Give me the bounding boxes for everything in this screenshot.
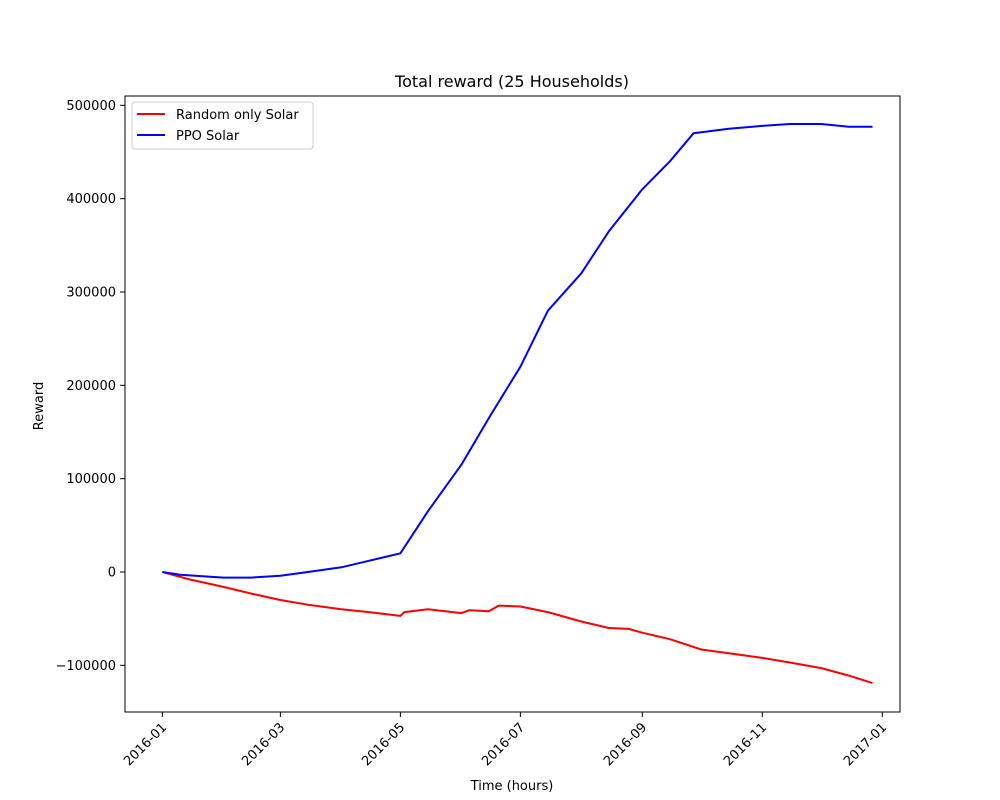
legend-label-random-only-solar: Random only Solar [176, 108, 299, 123]
chart-title: Total reward (25 Households) [394, 72, 629, 91]
legend-box [131, 101, 314, 150]
x-tick-label: 2016-01 [121, 720, 170, 769]
y-tick-label: 400000 [66, 192, 116, 207]
x-tick-label: 2016-09 [601, 720, 650, 769]
plot-frame [124, 95, 901, 713]
y-tick-label: −100000 [55, 659, 116, 674]
series-line-random-only-solar [162, 571, 873, 685]
y-axis: −100000 0 100000 200000 300000 400000 500000 [55, 99, 125, 674]
y-tick-label: 0 [108, 566, 116, 581]
x-tick-label: 2016-03 [239, 720, 288, 769]
x-tick-label: 2016-07 [479, 720, 528, 769]
x-axis-label: Time (hours) [470, 779, 554, 794]
x-axis: 2016-01 2016-03 2016-05 2016-07 2016-09 2016-… [121, 712, 890, 769]
x-tick-label: 2016-05 [359, 720, 408, 769]
x-tick-label: 2016-11 [721, 720, 770, 769]
x-tick-label: 2017-01 [841, 720, 890, 769]
series-line-ppo-solar [162, 123, 873, 579]
legend: Random only Solar PPO Solar [131, 101, 314, 150]
y-axis-label: Reward [32, 382, 47, 430]
y-tick-label: 100000 [66, 472, 116, 487]
y-tick-label: 300000 [66, 286, 116, 301]
series-layer [162, 123, 873, 685]
y-tick-label: 200000 [66, 379, 116, 394]
legend-label-ppo-solar: PPO Solar [176, 129, 240, 144]
y-tick-label: 500000 [66, 99, 116, 114]
